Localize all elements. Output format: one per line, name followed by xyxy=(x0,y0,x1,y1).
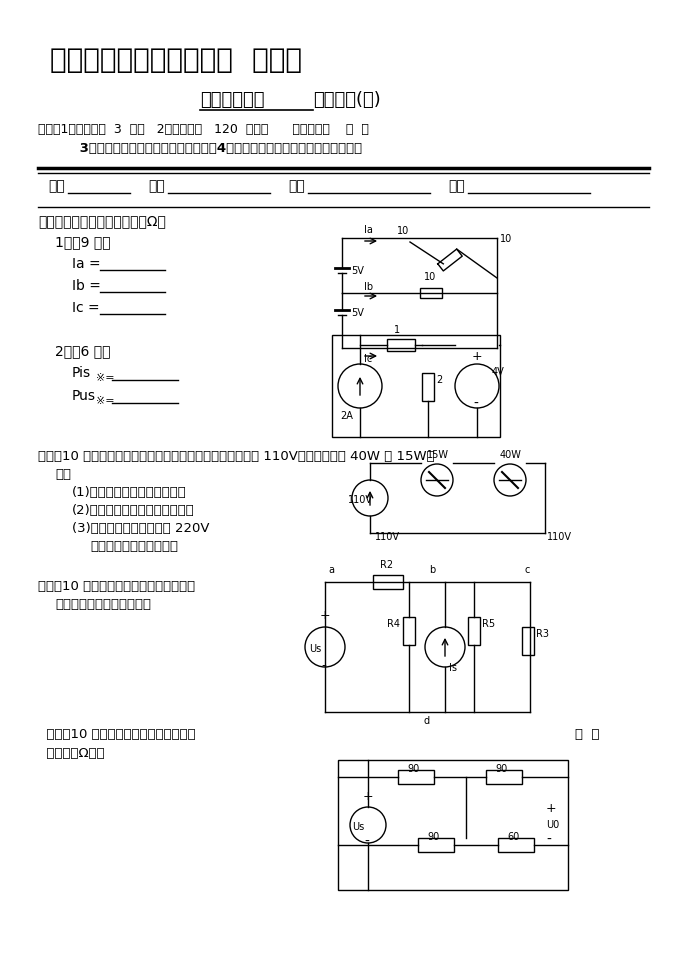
Text: 10: 10 xyxy=(500,234,513,244)
Text: Ic =: Ic = xyxy=(72,301,100,315)
Text: 年级: 年级 xyxy=(148,179,165,193)
Text: ※=: ※= xyxy=(96,396,115,406)
Text: 课程试卷(卷): 课程试卷(卷) xyxy=(313,91,381,109)
Bar xyxy=(468,617,480,645)
Bar xyxy=(338,760,568,890)
Text: 列出电路的节点电压方程。: 列出电路的节点电压方程。 xyxy=(55,598,151,611)
Text: 5V: 5V xyxy=(351,308,364,318)
Text: 60: 60 xyxy=(507,832,519,842)
Text: 专业: 专业 xyxy=(48,179,65,193)
Text: 三、（10 分）已知电路的参数如图所示，: 三、（10 分）已知电路的参数如图所示， xyxy=(38,580,195,593)
Text: 90: 90 xyxy=(427,832,439,842)
Text: Ia =: Ia = xyxy=(72,257,100,271)
Text: Us: Us xyxy=(309,644,322,654)
Text: U0: U0 xyxy=(546,820,559,830)
Bar xyxy=(387,339,415,351)
Text: -: - xyxy=(321,660,326,674)
Text: b: b xyxy=(429,565,436,575)
Text: (1)每只灯泡的电阻各为多大？: (1)每只灯泡的电阻各为多大？ xyxy=(72,486,187,499)
Text: 四、（10 分）对如图所示电路，（图中: 四、（10 分）对如图所示电路，（图中 xyxy=(38,728,196,741)
Text: 一、填空（图中电阻的单位为Ω）: 一、填空（图中电阻的单位为Ω） xyxy=(38,214,166,228)
Text: Ib: Ib xyxy=(364,282,373,292)
Text: (2)通过每个灯泡的电流是多少？: (2)通过每个灯泡的电流是多少？ xyxy=(72,504,194,517)
Text: 90: 90 xyxy=(495,764,507,774)
Text: R5: R5 xyxy=(482,619,495,629)
Text: Pis: Pis xyxy=(72,366,91,380)
Bar xyxy=(522,627,534,655)
Text: 二、（10 分）如图所示，电路中两只白炽灯泡的额定电压为 110V，功率分别为 40W 和 15W，: 二、（10 分）如图所示，电路中两只白炽灯泡的额定电压为 110V，功率分别为 … xyxy=(38,450,435,463)
Text: R4: R4 xyxy=(387,619,400,629)
Text: 110V: 110V xyxy=(375,532,400,542)
Text: 南京信息工程大学一学年  第学期: 南京信息工程大学一学年 第学期 xyxy=(50,46,302,74)
Text: a: a xyxy=(328,565,334,575)
Text: 110V: 110V xyxy=(547,532,572,542)
Text: +: + xyxy=(472,350,483,363)
Text: 110V: 110V xyxy=(348,495,373,505)
Text: 电  阻: 电 阻 xyxy=(575,728,600,741)
Text: 2A: 2A xyxy=(340,411,353,421)
Text: Ic: Ic xyxy=(364,354,372,364)
Text: -: - xyxy=(546,833,551,847)
Bar xyxy=(398,770,434,784)
Text: +: + xyxy=(363,790,374,803)
Text: 2．（6 分）: 2．（6 分） xyxy=(55,344,111,358)
Text: 姓名: 姓名 xyxy=(448,179,464,193)
Text: 10: 10 xyxy=(397,226,409,236)
Bar xyxy=(422,373,434,401)
Text: Ia: Ia xyxy=(364,225,373,235)
Text: 1．（9 分）: 1．（9 分） xyxy=(55,235,111,249)
Bar xyxy=(498,838,534,852)
Text: -: - xyxy=(473,397,478,411)
Text: R3: R3 xyxy=(536,629,549,639)
Text: 40W: 40W xyxy=(500,450,522,460)
Text: 1: 1 xyxy=(394,325,400,335)
Text: 的单位为Ω），: 的单位为Ω）， xyxy=(38,747,104,760)
Text: 10: 10 xyxy=(424,272,436,282)
Text: c: c xyxy=(525,565,530,575)
Bar xyxy=(486,770,522,784)
Text: (3)能否将它们串联后接到 220V: (3)能否将它们串联后接到 220V xyxy=(72,522,210,535)
Text: 3、姓名、学号等必须写在指定地方；4、所有答案均写在答题纸上，否则无效: 3、姓名、学号等必须写在指定地方；4、所有答案均写在答题纸上，否则无效 xyxy=(38,142,362,155)
Text: 4V: 4V xyxy=(492,367,505,377)
Bar xyxy=(332,335,500,437)
Text: 问：: 问： xyxy=(55,468,71,481)
Text: 学号: 学号 xyxy=(288,179,305,193)
Text: 15W: 15W xyxy=(427,450,449,460)
Text: ※=: ※= xyxy=(96,373,115,383)
Text: Is: Is xyxy=(449,663,457,673)
Text: -: - xyxy=(364,835,369,849)
Text: d: d xyxy=(424,716,430,726)
Text: +: + xyxy=(320,609,330,622)
Text: Ib =: Ib = xyxy=(72,279,101,293)
Bar xyxy=(420,288,442,298)
Text: Us: Us xyxy=(352,822,364,832)
Text: 90: 90 xyxy=(407,764,419,774)
Text: +: + xyxy=(546,802,556,815)
Text: R2: R2 xyxy=(380,560,393,570)
Text: Pus: Pus xyxy=(72,389,96,403)
Bar xyxy=(403,617,415,645)
Text: 的电源上使用？为什么？: 的电源上使用？为什么？ xyxy=(90,540,178,553)
Bar xyxy=(418,838,454,852)
Bar xyxy=(373,575,403,589)
Text: 2: 2 xyxy=(436,375,442,385)
Text: 注意：1、本试卷共  3  页；   2、考试时间   120  分钟；      出卷时间：    年  月: 注意：1、本试卷共 3 页； 2、考试时间 120 分钟； 出卷时间： 年 月 xyxy=(38,123,369,136)
Text: 电路分析基础: 电路分析基础 xyxy=(200,91,264,109)
Text: 5V: 5V xyxy=(351,266,364,276)
